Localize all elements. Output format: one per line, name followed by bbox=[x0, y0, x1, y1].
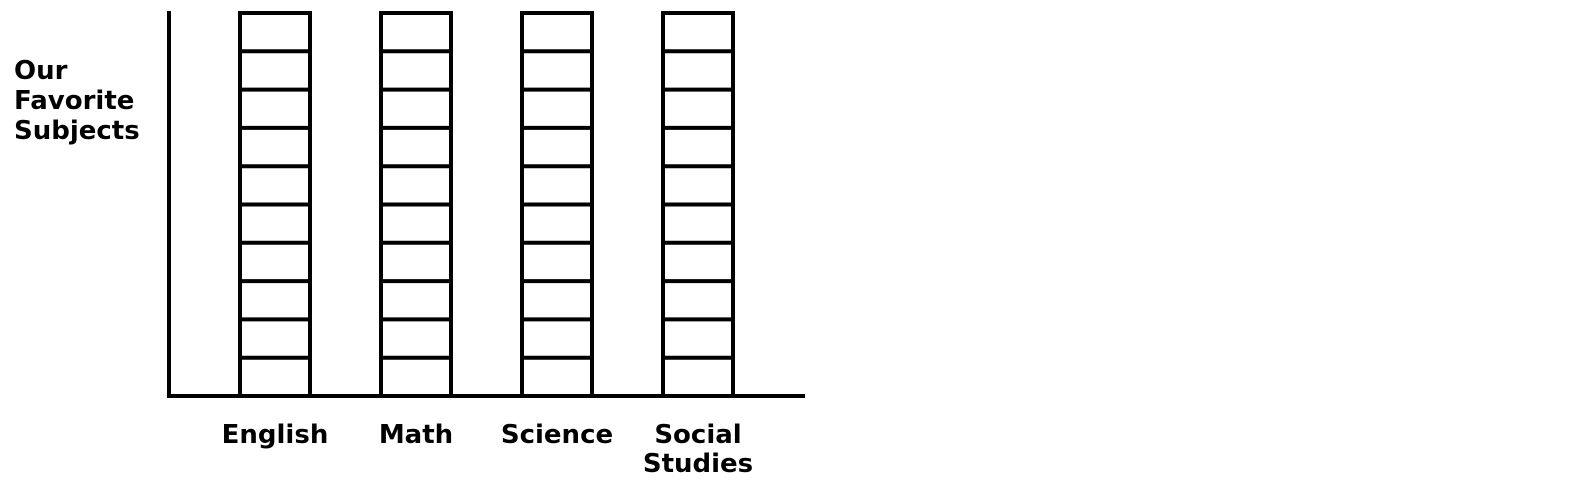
column-0 bbox=[238, 11, 312, 398]
chart-title: Our Favorite Subjects bbox=[14, 56, 140, 146]
x-tick-label: Science bbox=[500, 420, 614, 450]
x-tick-label: Social Studies bbox=[642, 420, 754, 479]
column-3 bbox=[661, 11, 735, 398]
x-tick-label: English bbox=[221, 420, 329, 450]
columns bbox=[238, 11, 735, 398]
column-1 bbox=[379, 11, 453, 398]
x-tick-label: Math bbox=[378, 420, 454, 450]
column-2 bbox=[520, 11, 594, 398]
